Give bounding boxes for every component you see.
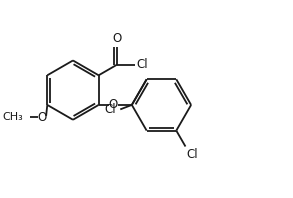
- Text: Cl: Cl: [187, 148, 198, 161]
- Text: O: O: [109, 98, 118, 111]
- Text: Cl: Cl: [136, 58, 148, 71]
- Text: O: O: [113, 32, 122, 45]
- Text: CH₃: CH₃: [3, 112, 23, 122]
- Text: Cl: Cl: [104, 103, 115, 116]
- Text: O: O: [37, 111, 47, 124]
